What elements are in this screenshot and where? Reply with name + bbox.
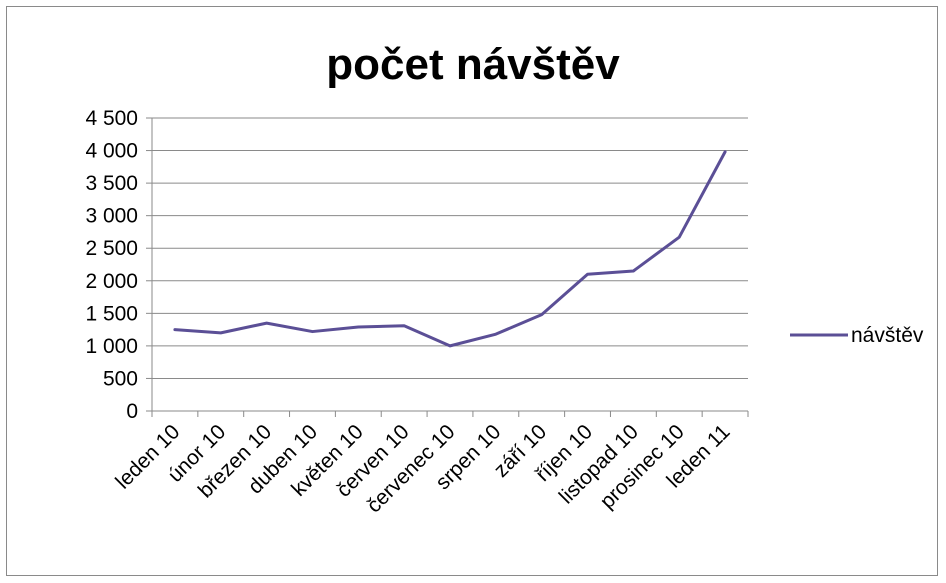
y-tick-label: 3 000 — [85, 205, 138, 228]
y-tick-label: 2 500 — [85, 237, 138, 260]
y-tick-labels: 0 500 1 000 1 500 2 000 2 500 3 000 3 500 4 000 4… — [85, 107, 138, 423]
legend: návštěv — [790, 324, 924, 347]
y-tick-label: 500 — [103, 367, 138, 390]
chart-frame — [6, 6, 938, 576]
y-tick-label: 2 000 — [85, 270, 138, 293]
series-lines — [173, 150, 727, 348]
y-tick-label: 3 500 — [85, 172, 138, 195]
chart-title: počet návštěv — [326, 40, 620, 89]
series-line — [173, 150, 727, 348]
gridlines — [152, 117, 748, 379]
legend-label: návštěv — [851, 324, 924, 347]
y-tick-label: 1 500 — [85, 302, 138, 325]
x-tick-label: leden 10 — [111, 420, 184, 493]
y-tick-label: 4 000 — [85, 140, 138, 163]
y-tick-label: 4 500 — [85, 107, 138, 130]
y-tick-label: 0 — [126, 400, 138, 423]
y-tick-label: 1 000 — [85, 335, 138, 358]
axes — [146, 117, 749, 417]
